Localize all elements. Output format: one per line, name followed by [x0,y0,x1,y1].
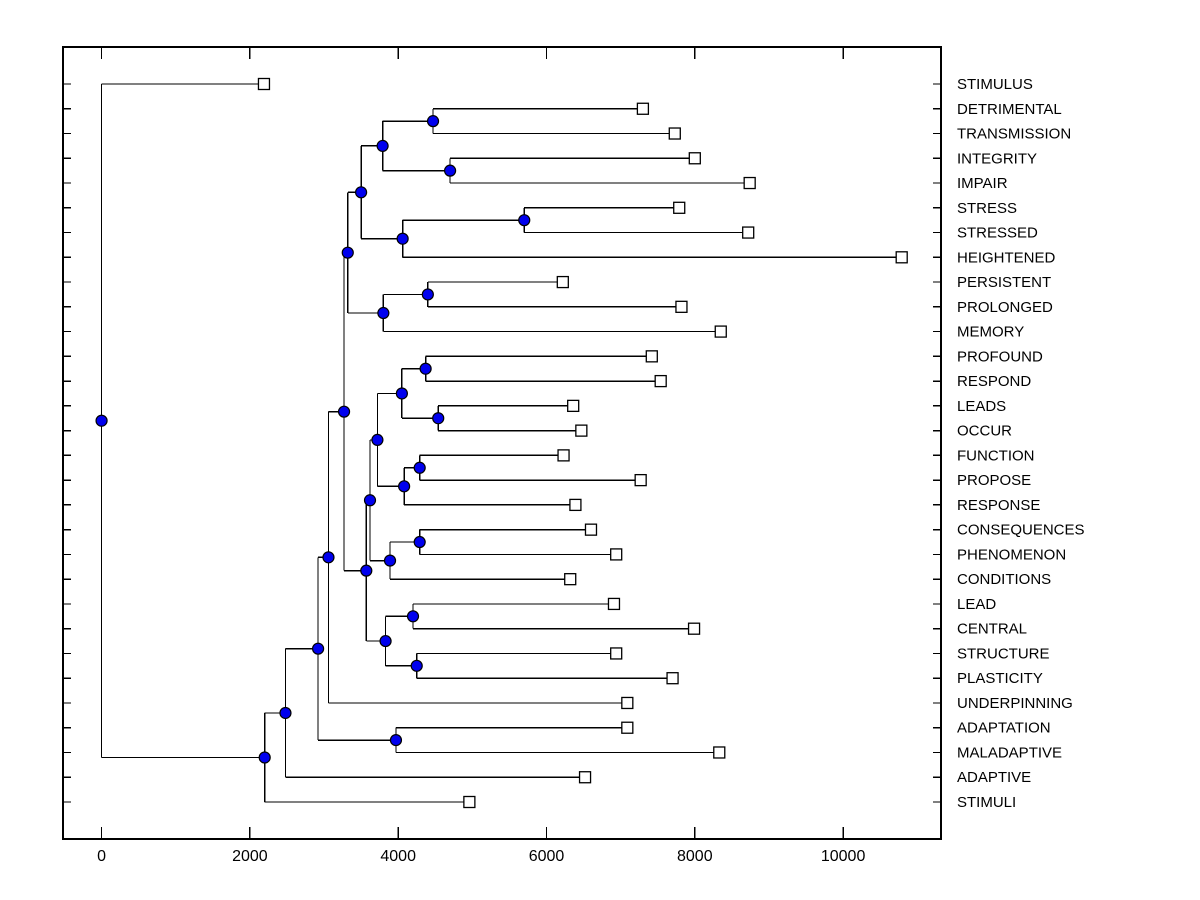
internal-node-marker[interactable] [95,414,108,427]
internal-node-marker[interactable] [410,659,423,672]
leaf-label[interactable]: INTEGRITY [957,150,1037,167]
internal-node-marker[interactable] [258,751,271,764]
leaf-node-marker[interactable] [564,573,577,586]
leaf-node-marker[interactable] [654,374,667,388]
internal-node-marker[interactable] [443,164,457,177]
leaf-node-marker[interactable] [584,523,598,536]
leaf-label[interactable]: STRUCTURE [957,645,1050,662]
leaf-label[interactable]: LEADS [957,398,1006,415]
leaf-label[interactable]: CONSEQUENCES [957,522,1085,539]
x-axis-tick-label: 4000 [380,848,416,865]
internal-node-marker[interactable] [376,139,389,152]
internal-node-marker[interactable] [396,232,409,245]
internal-node-marker[interactable] [322,551,335,564]
internal-node-marker[interactable] [379,634,392,648]
leaf-node-marker[interactable] [567,399,580,413]
leaf-label[interactable]: RESPOND [957,373,1031,390]
leaf-label[interactable]: ADAPTATION [957,720,1051,737]
internal-node-marker[interactable] [421,288,434,301]
leaf-label[interactable]: STRESSED [957,225,1038,242]
leaf-node-marker[interactable] [610,647,623,660]
internal-node-marker[interactable] [432,412,445,425]
internal-node-marker[interactable] [406,610,420,623]
leaf-node-marker[interactable] [645,350,658,363]
leaf-node-marker[interactable] [675,300,688,313]
leaf-label[interactable]: MALADAPTIVE [957,744,1062,761]
leaf-label[interactable]: PROPOSE [957,472,1031,489]
leaf-node-marker[interactable] [621,696,634,710]
leaf-node-marker[interactable] [743,176,756,190]
leaf-label[interactable]: STRESS [957,200,1017,217]
leaf-label[interactable]: CONDITIONS [957,571,1051,588]
internal-node-marker[interactable] [360,564,373,577]
internal-node-marker[interactable] [398,480,411,493]
leaf-node-marker[interactable] [668,127,681,140]
leaf-label[interactable]: IMPAIR [957,175,1008,192]
leaf-label[interactable]: STIMULUS [957,76,1033,93]
leaf-node-marker[interactable] [607,597,621,611]
leaf-node-marker[interactable] [557,449,570,462]
internal-node-marker[interactable] [383,554,397,567]
x-axis-tick-label: 2000 [232,848,268,865]
leaf-node-marker[interactable] [673,201,686,214]
leaf-node-marker[interactable] [687,622,701,635]
leaf-label[interactable]: HEIGHTENED [957,249,1056,266]
x-axis-tick-label: 8000 [677,848,713,865]
leaf-label[interactable]: LEAD [957,596,996,613]
leaf-node-marker[interactable] [713,746,726,759]
internal-node-marker[interactable] [355,186,368,199]
leaf-label[interactable]: ADAPTIVE [957,769,1031,786]
x-axis-tick-label: 0 [97,848,106,865]
leaf-label[interactable]: PHENOMENON [957,546,1066,563]
leaf-node-marker[interactable] [742,226,755,239]
leaf-node-marker[interactable] [578,771,592,784]
internal-node-marker[interactable] [395,387,408,400]
leaf-node-marker[interactable] [666,672,679,685]
leaf-node-marker[interactable] [569,498,582,512]
leaf-label[interactable]: STIMULI [957,794,1016,811]
leaf-label[interactable]: PROFOUND [957,348,1043,365]
internal-node-marker[interactable] [337,405,351,418]
internal-node-marker[interactable] [518,214,531,227]
leaf-label[interactable]: FUNCTION [957,447,1035,464]
internal-node-marker[interactable] [389,734,403,747]
leaf-node-marker[interactable] [556,275,569,289]
leaf-node-marker[interactable] [621,721,634,734]
x-axis-tick-label: 10000 [821,848,866,865]
internal-node-marker[interactable] [311,642,325,655]
leaf-label[interactable]: OCCUR [957,423,1012,440]
leaf-node-marker[interactable] [634,473,647,487]
leaf-node-marker[interactable] [257,77,271,91]
internal-node-marker[interactable] [419,362,432,375]
internal-node-marker[interactable] [341,246,354,259]
leaf-label[interactable]: MEMORY [957,324,1024,341]
plot-border [62,46,942,840]
leaf-node-marker[interactable] [463,795,476,809]
internal-node-marker[interactable] [377,306,390,320]
leaf-node-marker[interactable] [688,152,701,165]
x-axis-tick-label: 6000 [529,848,565,865]
leaf-node-marker[interactable] [714,325,727,338]
leaf-label[interactable]: PLASTICITY [957,670,1043,687]
leaf-node-marker[interactable] [575,424,588,437]
internal-node-marker[interactable] [371,433,384,447]
leaf-node-marker[interactable] [610,548,623,561]
leaf-label[interactable]: PROLONGED [957,299,1053,316]
leaf-label[interactable]: RESPONSE [957,497,1040,514]
leaf-label[interactable]: TRANSMISSION [957,126,1071,143]
leaf-label[interactable]: PERSISTENT [957,274,1051,291]
internal-node-marker[interactable] [426,115,440,128]
leaf-label[interactable]: UNDERPINNING [957,695,1073,712]
internal-node-marker[interactable] [279,706,292,720]
leaf-node-marker[interactable] [636,102,650,115]
internal-node-marker[interactable] [363,494,377,507]
internal-node-marker[interactable] [413,535,426,549]
leaf-label[interactable]: DETRIMENTAL [957,101,1062,118]
internal-node-marker[interactable] [413,461,426,474]
leaf-node-marker[interactable] [895,251,908,264]
leaf-label[interactable]: CENTRAL [957,621,1027,638]
